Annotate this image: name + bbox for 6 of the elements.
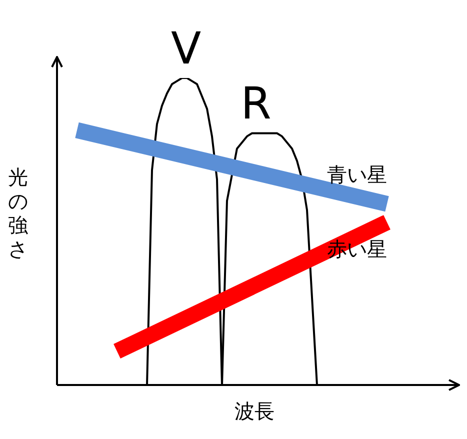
series-label: 赤い星 bbox=[327, 238, 387, 261]
x-axis-title: 波長 bbox=[234, 398, 276, 425]
series-label: R bbox=[240, 78, 272, 130]
y-axis-title: 光の強さ bbox=[8, 165, 29, 261]
series-label: 青い星 bbox=[327, 164, 387, 186]
series-label: V bbox=[170, 23, 202, 74]
